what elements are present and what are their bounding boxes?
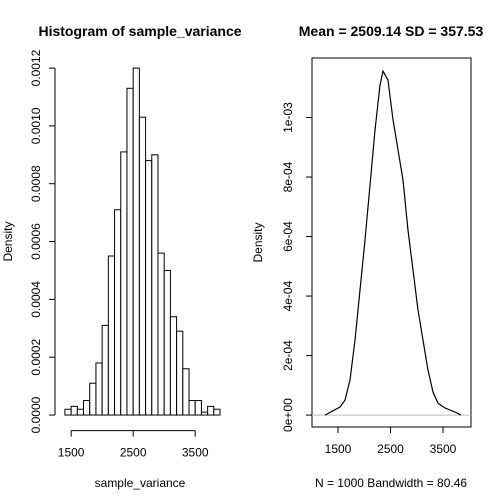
x-tick-label: 1500 [325,442,352,456]
x-tick-label: 2500 [120,446,147,460]
x-tick-label: 3500 [430,442,457,456]
bar [145,160,153,416]
bar [120,151,128,416]
bar [76,408,85,416]
bar [70,405,78,416]
bar [182,368,190,416]
x-tick-label: 3500 [182,446,209,460]
bar [200,411,209,416]
y-tick-label: 4e-04 [281,280,295,311]
bar [207,405,215,416]
y-tick-label: 0.0004 [29,281,43,318]
x-tick-label: 1500 [58,446,85,460]
y-tick-label: 6e-04 [281,221,295,252]
y-tick-label: 2e-04 [281,340,295,371]
y-tick-label: 0.0008 [29,165,43,202]
bar [163,269,171,416]
y-axis-label: Density [1,222,15,262]
bar [95,362,103,416]
y-tick-label: 0.0000 [29,396,43,433]
bar [194,400,202,416]
bar [151,154,159,416]
bar [101,324,109,416]
bar [176,330,184,416]
bar [114,209,122,416]
y-tick-label: 0.0006 [29,223,43,260]
bar [107,255,116,416]
bar [126,87,134,416]
x-axis-label: sample_variance [95,476,186,490]
bar [132,67,140,416]
bar [83,400,91,416]
bar [157,252,165,416]
y-tick-label: 1e-03 [281,102,295,133]
y-tick-label: 8e-04 [281,161,295,192]
panel-title: Histogram of sample_variance [38,23,241,39]
x-axis-label: N = 1000 Bandwidth = 80.46 [315,476,467,490]
y-tick-label: 0.0012 [29,49,43,86]
y-tick-label: 0e+00 [281,398,295,432]
bar [138,116,147,416]
bar [169,316,178,416]
y-tick-label: 0.0010 [29,107,43,144]
y-tick-label: 0.0002 [29,339,43,376]
y-axis-label: Density [251,222,265,262]
bar [64,408,72,416]
bar [188,400,196,416]
density-line [324,69,462,416]
bar [213,408,221,416]
plot-box [311,57,472,428]
panel-title: Mean = 2509.14 SD = 357.53 [299,23,484,39]
x-tick-label: 2500 [377,442,404,456]
bar [89,382,97,416]
